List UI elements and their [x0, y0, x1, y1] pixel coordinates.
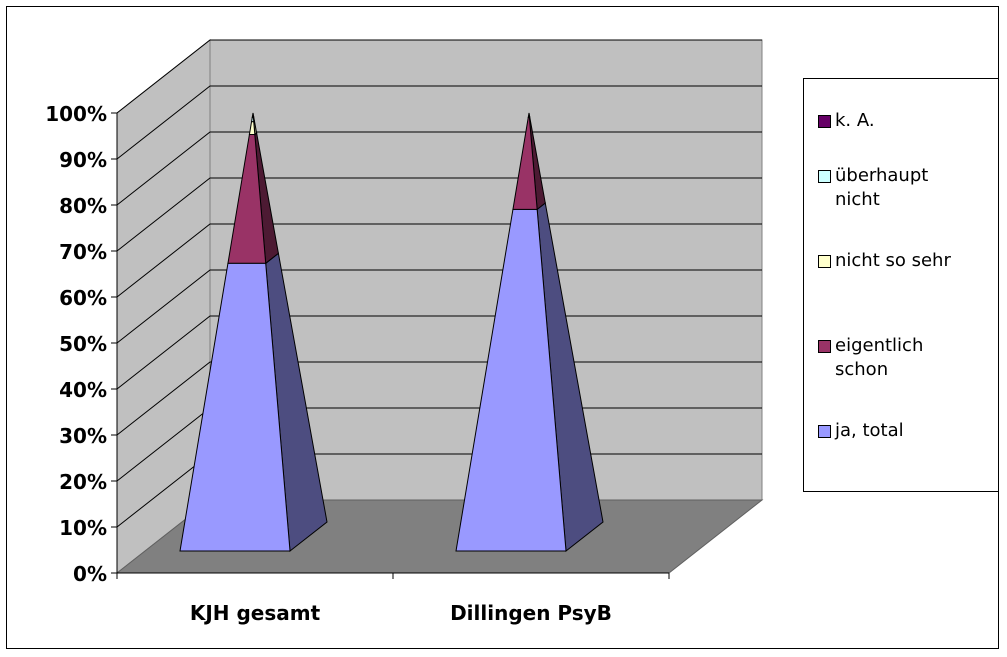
pyramid-front-face — [252, 117, 254, 121]
y-tick-label: 70% — [59, 240, 107, 264]
x-tick-labels: KJH gesamt Dillingen PsyB — [190, 601, 612, 625]
y-tick-label: 100% — [45, 102, 107, 126]
legend-swatch — [818, 115, 831, 128]
legend-item: überhaupt nicht — [818, 164, 988, 212]
legend-swatch — [818, 170, 831, 183]
pyramid-segment — [528, 113, 529, 117]
y-tick-label: 20% — [59, 470, 107, 494]
y-tick-label: 40% — [59, 378, 107, 402]
legend-swatch — [818, 425, 831, 438]
y-tick-label: 80% — [59, 194, 107, 218]
x-tick-label: Dillingen PsyB — [450, 601, 612, 625]
legend-swatch — [818, 255, 831, 268]
y-tick-labels: 0% 10% 20% 30% 40% 50% 60% 70% 80% 90% 100% — [45, 102, 107, 586]
legend-label: ja, total — [835, 419, 904, 443]
legend-label: k. A. — [835, 109, 875, 133]
x-tick-label: KJH gesamt — [190, 601, 321, 625]
pyramid-front-face — [252, 113, 253, 117]
y-tick-label: 30% — [59, 424, 107, 448]
legend-item: k. A. — [818, 109, 988, 133]
legend-label: nicht so sehr — [835, 249, 951, 273]
legend-label: überhaupt nicht — [835, 164, 955, 212]
pyramid-front-face — [528, 113, 529, 117]
legend: k. A. überhaupt nicht nicht so sehr eigentl… — [803, 78, 999, 492]
legend-label: eigentlich schon — [835, 334, 955, 382]
y-tick-label: 50% — [59, 332, 107, 356]
legend-item: ja, total — [818, 419, 988, 443]
pyramid-segment — [252, 113, 253, 117]
legend-item: eigentlich schon — [818, 334, 988, 382]
y-tick-label: 10% — [59, 516, 107, 540]
legend-swatch — [818, 340, 831, 353]
y-tick-label: 60% — [59, 286, 107, 310]
legend-item: nicht so sehr — [818, 249, 988, 273]
y-tick-label: 0% — [73, 562, 107, 586]
y-tick-label: 90% — [59, 148, 107, 172]
